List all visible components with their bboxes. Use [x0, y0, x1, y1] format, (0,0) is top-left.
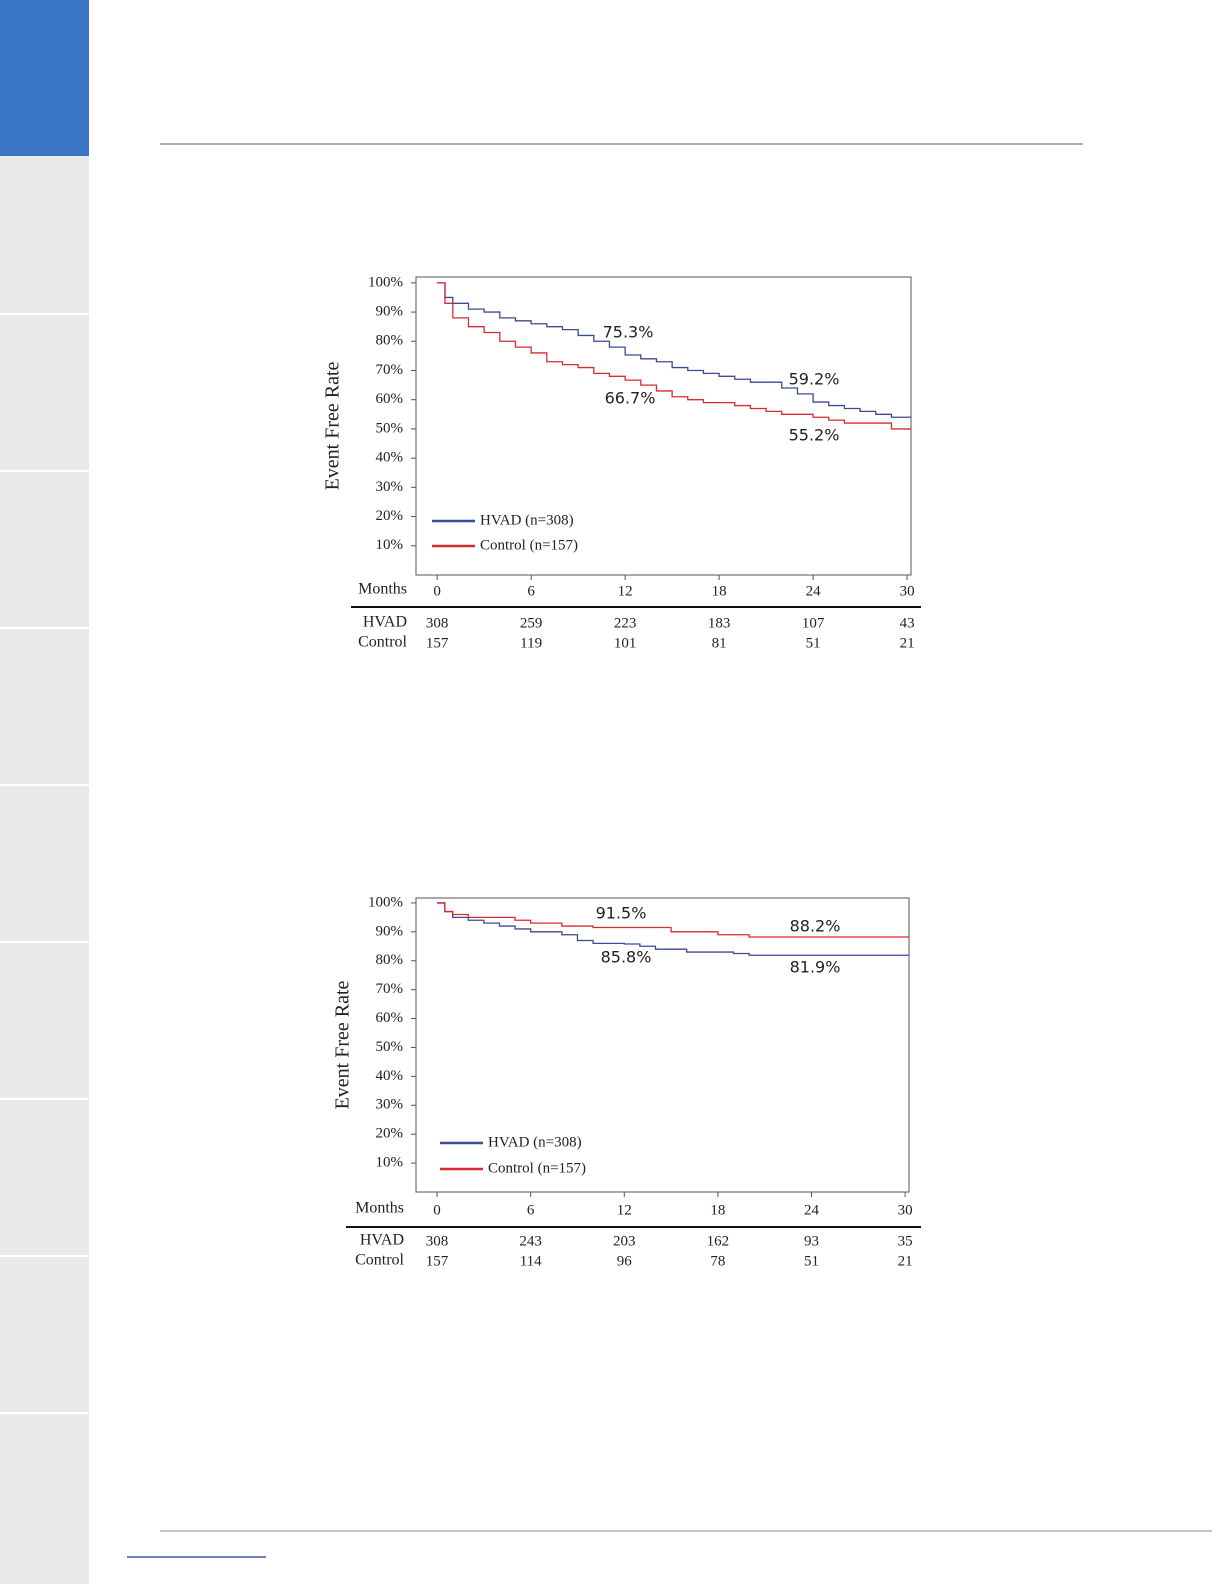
sidebar-active-tab — [0, 0, 89, 156]
x-tick-label: 18 — [710, 1202, 725, 1218]
at-risk-count: 101 — [614, 635, 637, 651]
x-tick-label: 24 — [806, 583, 822, 599]
annotation: 88.2% — [790, 917, 841, 936]
at-risk-row-label: HVAD — [363, 614, 407, 631]
at-risk-count: 259 — [520, 615, 543, 631]
legend-label: Control (n=157) — [488, 1160, 586, 1176]
annotation: 91.5% — [596, 904, 647, 923]
at-risk-count: 203 — [613, 1233, 636, 1249]
y-tick-label: 10% — [376, 1155, 404, 1171]
y-tick-label: 100% — [368, 274, 403, 290]
y-tick-label: 90% — [376, 923, 404, 939]
y-axis-label: Event Free Rate — [322, 361, 344, 490]
at-risk-count: 96 — [617, 1253, 633, 1269]
y-tick-label: 30% — [376, 1097, 404, 1113]
at-risk-count: 308 — [426, 615, 449, 631]
at-risk-count: 119 — [520, 635, 542, 651]
y-tick-label: 50% — [376, 420, 404, 436]
x-tick-label: 6 — [527, 1202, 535, 1218]
at-risk-count: 43 — [900, 615, 915, 631]
x-tick-label: 12 — [617, 1202, 632, 1218]
at-risk-count: 93 — [804, 1233, 819, 1249]
legend-label: HVAD (n=308) — [488, 1134, 582, 1150]
at-risk-row-label: HVAD — [360, 1232, 404, 1249]
sidebar — [0, 0, 89, 1584]
at-risk-count: 78 — [710, 1253, 725, 1269]
legend-label: HVAD (n=308) — [480, 512, 574, 528]
y-tick-label: 100% — [368, 894, 403, 910]
at-risk-count: 114 — [520, 1253, 542, 1269]
x-tick-label: 0 — [433, 1202, 441, 1218]
sidebar-dividers — [0, 313, 89, 1414]
y-tick-label: 70% — [376, 981, 404, 997]
survival-curve — [437, 282, 911, 430]
x-tick-label: 12 — [618, 583, 633, 599]
plot-frame — [415, 276, 912, 576]
y-tick-label: 70% — [376, 362, 404, 378]
legend-label: Control (n=157) — [480, 537, 578, 553]
y-tick-label: 30% — [376, 479, 404, 495]
annotation: 85.8% — [601, 948, 652, 967]
survival-curve — [437, 282, 911, 418]
at-risk-count: 243 — [519, 1233, 542, 1249]
annotation: 81.9% — [790, 958, 841, 977]
y-tick-label: 60% — [376, 1010, 404, 1026]
at-risk-row-label: Control — [358, 634, 407, 651]
x-tick-label: 6 — [527, 583, 535, 599]
at-risk-count: 183 — [708, 615, 731, 631]
x-tick-label: 18 — [712, 583, 727, 599]
at-risk-count: 51 — [804, 1253, 819, 1269]
at-risk-row-label: Control — [355, 1252, 404, 1269]
annotation: 55.2% — [789, 426, 840, 445]
at-risk-count: 81 — [712, 635, 727, 651]
x-axis-label: Months — [355, 1200, 404, 1217]
y-tick-label: 60% — [376, 391, 404, 407]
at-risk-count: 51 — [806, 635, 821, 651]
at-risk-count: 35 — [898, 1233, 913, 1249]
plot-frame — [415, 897, 910, 1193]
y-tick-label: 10% — [376, 537, 404, 553]
survival-curve — [437, 902, 909, 956]
x-tick-label: 30 — [900, 583, 915, 599]
annotation: 66.7% — [605, 389, 656, 408]
at-risk-count: 223 — [614, 615, 637, 631]
at-risk-count: 157 — [426, 1253, 449, 1269]
y-tick-label: 90% — [376, 303, 404, 319]
y-tick-label: 50% — [376, 1039, 404, 1055]
survival-curve — [437, 902, 909, 938]
y-tick-label: 80% — [376, 952, 404, 968]
y-tick-label: 40% — [376, 1068, 404, 1084]
y-axis-label: Event Free Rate — [332, 980, 354, 1109]
y-tick-label: 20% — [376, 508, 404, 524]
at-risk-count: 107 — [802, 615, 825, 631]
at-risk-count: 21 — [900, 635, 915, 651]
x-tick-label: 24 — [804, 1202, 820, 1218]
y-tick-label: 20% — [376, 1126, 404, 1142]
y-tick-label: 80% — [376, 333, 404, 349]
x-tick-label: 0 — [433, 583, 441, 599]
annotation: 59.2% — [789, 370, 840, 389]
y-tick-label: 40% — [376, 450, 404, 466]
at-risk-count: 162 — [707, 1233, 730, 1249]
annotation: 75.3% — [603, 323, 654, 342]
at-risk-count: 308 — [426, 1233, 449, 1249]
at-risk-count: 157 — [426, 635, 449, 651]
x-tick-label: 30 — [898, 1202, 913, 1218]
at-risk-count: 21 — [898, 1253, 913, 1269]
x-axis-label: Months — [358, 581, 407, 598]
